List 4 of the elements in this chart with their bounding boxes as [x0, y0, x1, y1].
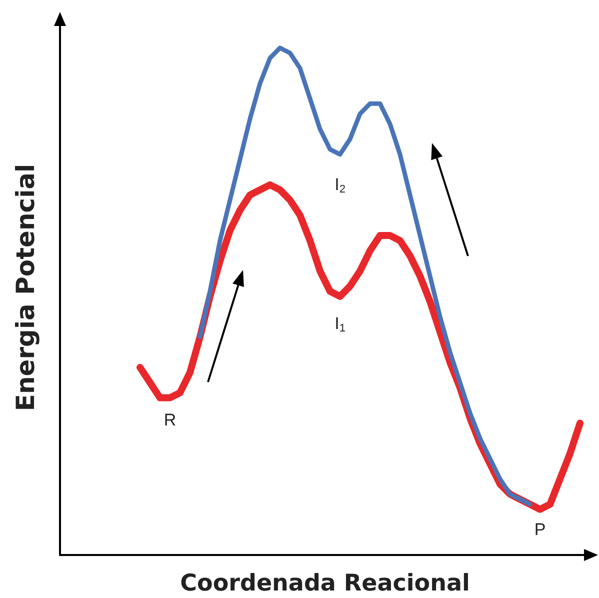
- annotation: R: [164, 410, 176, 430]
- x-axis-title: Coordenada Reacional: [180, 570, 470, 596]
- y-axis-title: Energia Potencial: [11, 164, 40, 412]
- annotation: P: [534, 520, 546, 539]
